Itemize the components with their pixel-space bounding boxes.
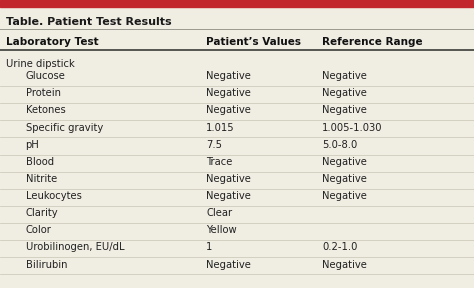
Text: Urine dipstick: Urine dipstick (6, 59, 74, 69)
Text: Blood: Blood (26, 157, 54, 167)
Text: Urobilinogen, EU/dL: Urobilinogen, EU/dL (26, 242, 124, 253)
Text: 7.5: 7.5 (206, 140, 222, 150)
Text: Ketones: Ketones (26, 105, 65, 115)
Text: Negative: Negative (206, 191, 251, 201)
Text: Clear: Clear (206, 208, 232, 218)
Text: Bilirubin: Bilirubin (26, 260, 67, 270)
Text: Negative: Negative (322, 105, 367, 115)
Text: Negative: Negative (322, 157, 367, 167)
Text: Yellow: Yellow (206, 225, 237, 235)
Text: Negative: Negative (206, 71, 251, 81)
Text: Color: Color (26, 225, 52, 235)
Text: 1.005-1.030: 1.005-1.030 (322, 123, 383, 132)
Text: Negative: Negative (322, 71, 367, 81)
Text: Specific gravity: Specific gravity (26, 123, 103, 132)
Text: Negative: Negative (206, 174, 251, 184)
Text: Glucose: Glucose (26, 71, 65, 81)
Bar (0, 0, 474, 7)
Text: 0.2-1.0: 0.2-1.0 (322, 242, 358, 253)
Text: 1: 1 (206, 242, 212, 253)
Text: Negative: Negative (322, 88, 367, 98)
Text: Negative: Negative (322, 260, 367, 270)
Text: Negative: Negative (206, 105, 251, 115)
Text: Negative: Negative (206, 260, 251, 270)
Text: Trace: Trace (206, 157, 233, 167)
Text: Clarity: Clarity (26, 208, 58, 218)
Text: 5.0-8.0: 5.0-8.0 (322, 140, 357, 150)
Text: Patient’s Values: Patient’s Values (206, 37, 301, 48)
Text: Laboratory Test: Laboratory Test (6, 37, 98, 48)
Text: Negative: Negative (322, 191, 367, 201)
Text: Reference Range: Reference Range (322, 37, 423, 48)
Text: Protein: Protein (26, 88, 61, 98)
Text: Table. Patient Test Results: Table. Patient Test Results (6, 17, 171, 27)
Text: Negative: Negative (322, 174, 367, 184)
Text: Leukocytes: Leukocytes (26, 191, 82, 201)
Text: Negative: Negative (206, 88, 251, 98)
Text: Nitrite: Nitrite (26, 174, 57, 184)
Text: pH: pH (26, 140, 39, 150)
Text: 1.015: 1.015 (206, 123, 235, 132)
